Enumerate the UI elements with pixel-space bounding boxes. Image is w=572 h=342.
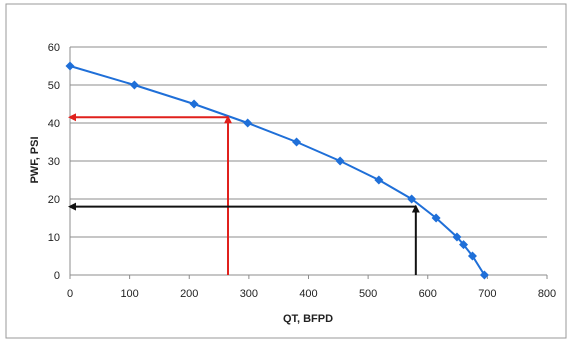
y-tick-label: 40 — [48, 118, 60, 130]
data-point — [129, 80, 139, 90]
annotation-layer — [68, 113, 420, 275]
data-point — [467, 251, 477, 261]
x-tick-label: 300 — [240, 288, 258, 300]
x-tick-label: 400 — [299, 288, 317, 300]
x-tick-label: 200 — [180, 288, 198, 300]
data-point — [407, 194, 417, 204]
y-tick-label: 60 — [48, 42, 60, 54]
data-point — [335, 156, 345, 166]
data-point — [374, 175, 384, 185]
y-tick-label: 0 — [54, 270, 60, 282]
y-axis-label: PWF, PSI — [29, 136, 41, 183]
chart-frame — [5, 3, 567, 339]
data-point — [479, 270, 489, 280]
x-tick-label: 500 — [359, 288, 377, 300]
y-tick-label: 50 — [48, 80, 60, 92]
gridlines — [70, 46, 547, 238]
x-axis-label: QT, BFPD — [283, 313, 333, 325]
axes — [69, 47, 548, 279]
data-point — [65, 61, 75, 71]
y-tick-label: 30 — [48, 156, 60, 168]
data-point — [292, 137, 302, 147]
data-point — [452, 232, 462, 242]
x-tick-label: 700 — [478, 288, 496, 300]
x-tick-label: 600 — [419, 288, 437, 300]
data-point — [189, 99, 199, 109]
y-tick-label: 20 — [48, 194, 60, 206]
x-tick-label: 800 — [538, 288, 556, 300]
y-tick-label: 10 — [48, 232, 60, 244]
series-layer — [65, 61, 489, 280]
x-tick-label: 0 — [67, 288, 73, 300]
data-point — [431, 213, 441, 223]
data-point — [243, 118, 253, 128]
x-tick-label: 100 — [120, 288, 138, 300]
data-point — [459, 240, 469, 250]
